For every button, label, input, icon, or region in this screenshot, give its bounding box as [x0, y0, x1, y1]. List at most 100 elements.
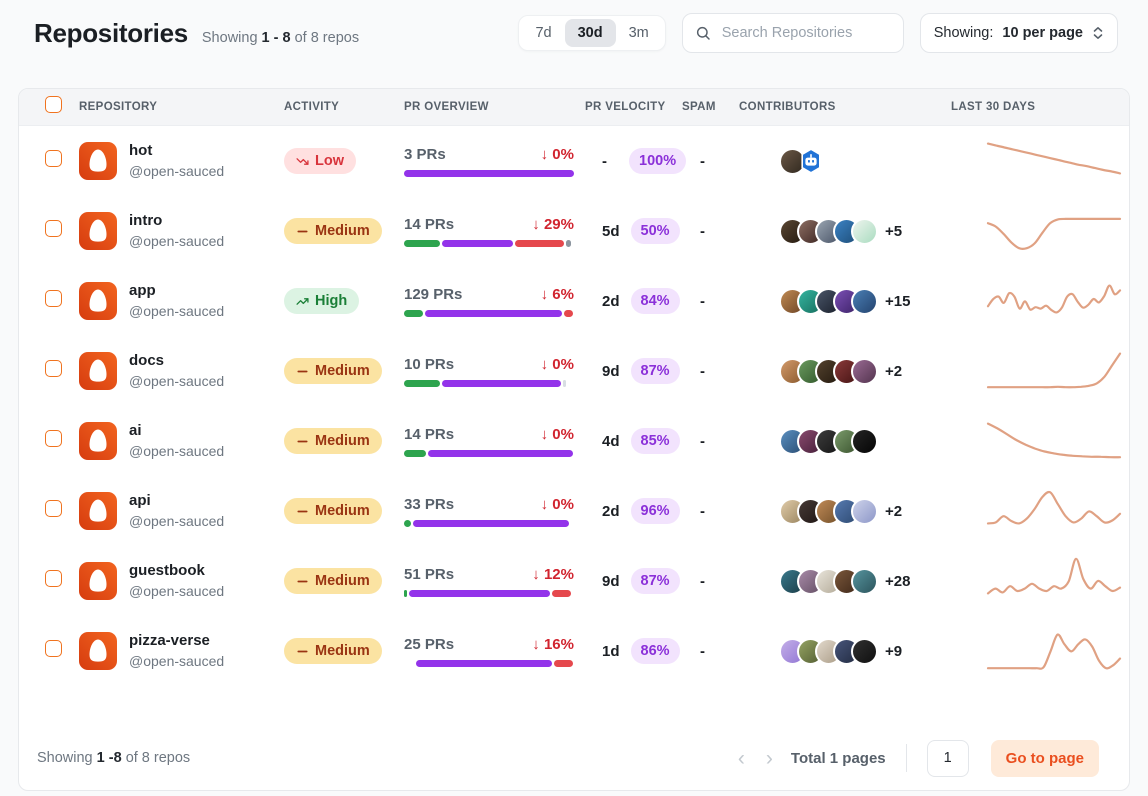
- footer-divider: [905, 744, 907, 772]
- row-checkbox[interactable]: [45, 640, 62, 657]
- activity-badge: Medium: [284, 568, 382, 594]
- contributors-cell: +9: [739, 637, 951, 665]
- pr-bar-segment: [424, 309, 563, 317]
- repo-cell: guestbook @open-sauced: [79, 561, 284, 600]
- search-input[interactable]: [719, 24, 891, 42]
- column-header-spam: SPAM: [682, 101, 716, 113]
- repo-name[interactable]: docs: [129, 352, 165, 370]
- repo-name[interactable]: hot: [129, 142, 153, 160]
- contributor-avatar[interactable]: [851, 497, 878, 525]
- pr-progress-bar: [404, 239, 574, 247]
- range-7d-button[interactable]: 7d: [522, 19, 564, 47]
- repo-org: @open-sauced: [129, 232, 225, 249]
- search-box[interactable]: [681, 13, 904, 53]
- table-header-row: REPOSITORY ACTIVITY PR OVERVIEW PR VELOC…: [19, 89, 1129, 126]
- pr-count: 14 PRs: [404, 425, 455, 443]
- pr-change: ↓ 0%: [540, 495, 574, 513]
- range-30d-button[interactable]: 30d: [564, 19, 616, 47]
- row-checkbox[interactable]: [45, 500, 62, 517]
- pr-bar-segment: [428, 449, 573, 457]
- row-select-cell: [33, 640, 79, 662]
- total-pages-label: Total 1 pages: [790, 749, 886, 767]
- contributors-cell: +5: [739, 217, 951, 245]
- range-3m-button[interactable]: 3m: [616, 19, 662, 47]
- pr-change: ↓ 0%: [540, 355, 574, 373]
- activity-sparkline: [986, 557, 1122, 594]
- repo-cell: ai @open-sauced: [79, 421, 284, 460]
- last-30-days-cell: [951, 552, 1123, 611]
- repo-name[interactable]: intro: [129, 212, 163, 230]
- activity-level-label: Medium: [315, 363, 370, 379]
- spam-cell: -: [700, 572, 705, 590]
- pr-progress-bar: [404, 379, 574, 387]
- contributor-avatars[interactable]: [779, 217, 878, 245]
- page-number-input[interactable]: [926, 739, 969, 777]
- pr-bar-segment: [404, 449, 427, 457]
- row-checkbox[interactable]: [45, 570, 62, 587]
- pr-bar-segment: [404, 519, 411, 527]
- repo-name[interactable]: guestbook: [129, 562, 205, 580]
- pagination-footer: Showing 1 -8 of 8 repos ‹ › Total 1 page…: [19, 732, 1129, 790]
- activity-badge: Medium: [284, 638, 382, 664]
- contributors-cell: [739, 147, 951, 175]
- last-30-days-cell: [951, 202, 1123, 261]
- bot-avatar-icon[interactable]: [797, 148, 824, 175]
- repo-avatar-icon: [79, 351, 117, 390]
- contributor-avatars[interactable]: [779, 637, 878, 665]
- date-range-segmented-control: 7d 30d 3m: [518, 15, 666, 51]
- table-row: docs @open-sauced Medium 10 PRs ↓ 0% 9d 87% - +2: [19, 336, 1129, 406]
- contributors-cell: +2: [739, 497, 951, 525]
- repo-cell: intro @open-sauced: [79, 211, 284, 250]
- pr-change: ↓ 6%: [540, 285, 574, 303]
- velocity-days: -: [602, 152, 607, 170]
- row-checkbox[interactable]: [45, 150, 62, 167]
- row-checkbox[interactable]: [45, 430, 62, 447]
- select-all-checkbox[interactable]: [45, 96, 62, 113]
- table-row: intro @open-sauced Medium 14 PRs ↓ 29% 5d 50% -…: [19, 196, 1129, 266]
- activity-badge: Medium: [284, 428, 382, 454]
- pr-overview-cell: 14 PRs ↓ 0%: [404, 426, 585, 457]
- pr-velocity-cell: - 100%: [585, 148, 687, 174]
- contributor-avatars[interactable]: [779, 147, 824, 175]
- contributor-avatars[interactable]: [779, 497, 878, 525]
- pr-bar-segment: [562, 379, 567, 387]
- contributor-avatars[interactable]: [779, 357, 878, 385]
- activity-level-label: Medium: [315, 503, 370, 519]
- pr-progress-bar: [404, 589, 574, 597]
- column-header-last-30-days: LAST 30 DAYS: [951, 101, 1036, 113]
- repo-cell: hot @open-sauced: [79, 141, 284, 180]
- row-checkbox[interactable]: [45, 290, 62, 307]
- contributor-avatars[interactable]: [779, 567, 878, 595]
- activity-level-label: Medium: [315, 223, 370, 239]
- repo-name[interactable]: ai: [129, 422, 142, 440]
- contributors-extra-count: +2: [885, 502, 903, 520]
- contributor-avatar[interactable]: [851, 427, 878, 455]
- contributor-avatar[interactable]: [851, 637, 878, 665]
- contributor-avatar[interactable]: [851, 567, 878, 595]
- pr-count: 3 PRs: [404, 145, 446, 163]
- pr-count: 51 PRs: [404, 565, 455, 583]
- trend-up-icon: [296, 295, 309, 308]
- go-to-page-button[interactable]: Go to page: [990, 739, 1099, 777]
- per-page-select[interactable]: Showing: 10 per page: [919, 13, 1118, 53]
- contributor-avatar[interactable]: [851, 287, 878, 315]
- contributor-avatar[interactable]: [851, 357, 878, 385]
- row-checkbox[interactable]: [45, 360, 62, 377]
- row-select-cell: [33, 360, 79, 382]
- contributor-avatars[interactable]: [779, 287, 878, 315]
- repo-cell: api @open-sauced: [79, 491, 284, 530]
- repo-name[interactable]: app: [129, 282, 156, 300]
- pagination-prev-button[interactable]: ‹: [735, 748, 748, 769]
- contributor-avatar[interactable]: [851, 217, 878, 245]
- trend-flat-icon: [296, 505, 309, 518]
- activity-cell: Low: [284, 148, 404, 174]
- last-30-days-cell: [951, 342, 1123, 401]
- table-body: hot @open-sauced Low 3 PRs ↓ 0% -100% - intro @o…: [19, 126, 1129, 686]
- repo-name[interactable]: pizza-verse: [129, 632, 210, 650]
- pagination-next-button[interactable]: ›: [763, 748, 776, 769]
- activity-cell: Medium: [284, 498, 404, 524]
- row-checkbox[interactable]: [45, 220, 62, 237]
- contributor-avatars[interactable]: [779, 427, 878, 455]
- repo-name[interactable]: api: [129, 492, 151, 510]
- pr-progress-bar: [404, 309, 574, 317]
